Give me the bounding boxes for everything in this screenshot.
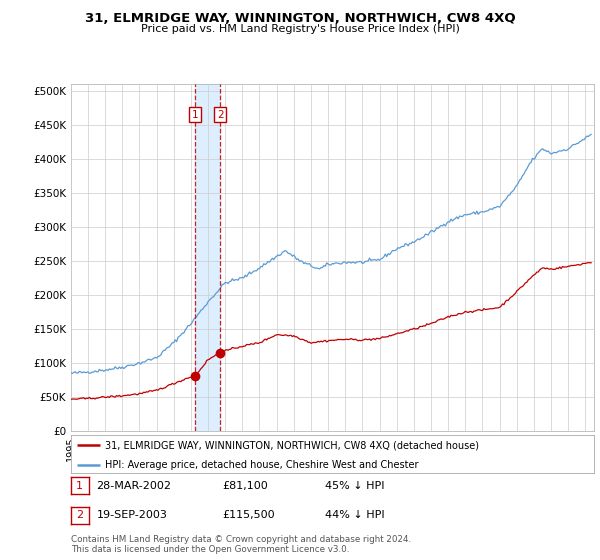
Text: 31, ELMRIDGE WAY, WINNINGTON, NORTHWICH, CW8 4XQ: 31, ELMRIDGE WAY, WINNINGTON, NORTHWICH,…	[85, 12, 515, 25]
Text: 2: 2	[76, 510, 83, 520]
Text: 1: 1	[191, 110, 199, 120]
Text: 1: 1	[76, 480, 83, 491]
Text: £81,100: £81,100	[223, 480, 268, 491]
Text: 45% ↓ HPI: 45% ↓ HPI	[325, 480, 384, 491]
Bar	[195, 84, 220, 431]
Text: HPI: Average price, detached house, Cheshire West and Chester: HPI: Average price, detached house, Ches…	[105, 460, 418, 470]
Text: Contains HM Land Registry data © Crown copyright and database right 2024.
This d: Contains HM Land Registry data © Crown c…	[71, 535, 411, 554]
Text: 19-SEP-2003: 19-SEP-2003	[97, 510, 167, 520]
Text: 44% ↓ HPI: 44% ↓ HPI	[325, 510, 384, 520]
Text: 28-MAR-2002: 28-MAR-2002	[97, 480, 172, 491]
Text: Price paid vs. HM Land Registry's House Price Index (HPI): Price paid vs. HM Land Registry's House …	[140, 24, 460, 34]
Text: 2: 2	[217, 110, 224, 120]
Text: £115,500: £115,500	[223, 510, 275, 520]
Text: 31, ELMRIDGE WAY, WINNINGTON, NORTHWICH, CW8 4XQ (detached house): 31, ELMRIDGE WAY, WINNINGTON, NORTHWICH,…	[105, 440, 479, 450]
